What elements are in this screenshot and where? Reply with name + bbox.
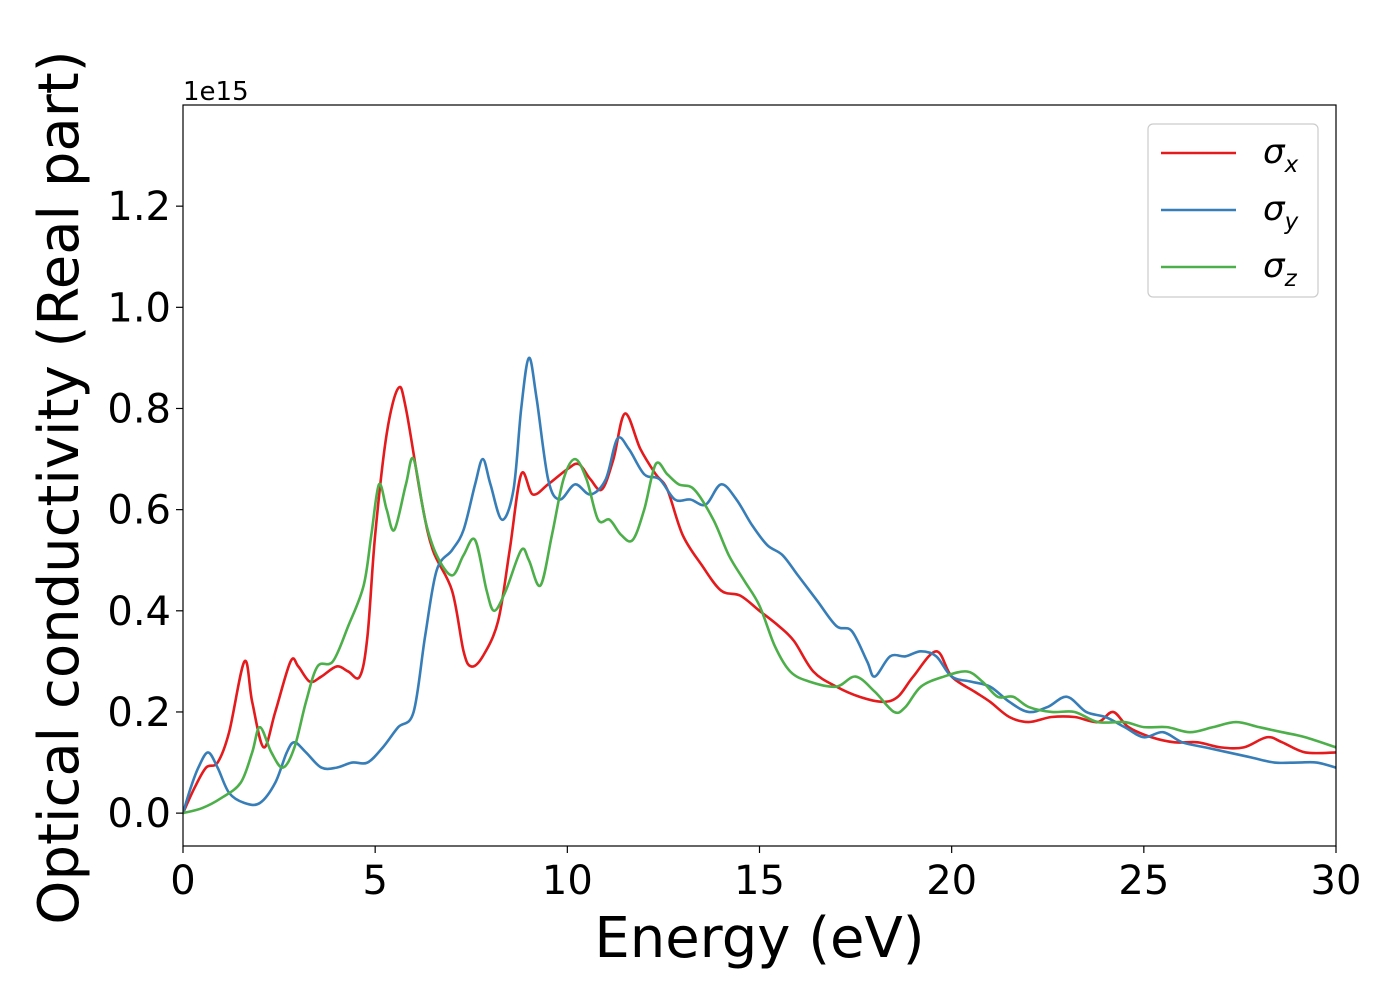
x-axis: 0 5 10 15 20 25 30 (170, 846, 1361, 904)
x-tick-label: 5 (362, 858, 387, 904)
x-tick-label: 25 (1118, 858, 1169, 904)
series-line-x (183, 385, 1336, 814)
y-tick-label: 1.2 (107, 184, 171, 230)
y-tick-label: 0.0 (107, 791, 171, 837)
x-tick-label: 10 (542, 858, 593, 904)
x-tick-label: 20 (926, 858, 977, 904)
series-line-z (183, 456, 1336, 815)
y-tick-label: 0.8 (107, 386, 171, 432)
y-axis-offset-label: 1e15 (183, 77, 249, 107)
x-tick-label: 0 (170, 858, 195, 904)
y-tick-label: 0.6 (107, 488, 171, 534)
plot-lines (183, 356, 1336, 815)
x-tick-label: 30 (1311, 858, 1362, 904)
series-line-y (183, 356, 1336, 814)
y-axis-title: Optical conductivity (Real part) (27, 50, 92, 924)
x-tick-label: 15 (734, 858, 785, 904)
y-axis: 0.0 0.2 0.4 0.6 0.8 1.0 1.2 (107, 184, 183, 837)
y-tick-label: 0.4 (107, 589, 171, 635)
x-axis-title: Energy (eV) (594, 906, 924, 971)
y-tick-label: 1.0 (107, 285, 171, 331)
y-tick-label: 0.2 (107, 690, 171, 736)
